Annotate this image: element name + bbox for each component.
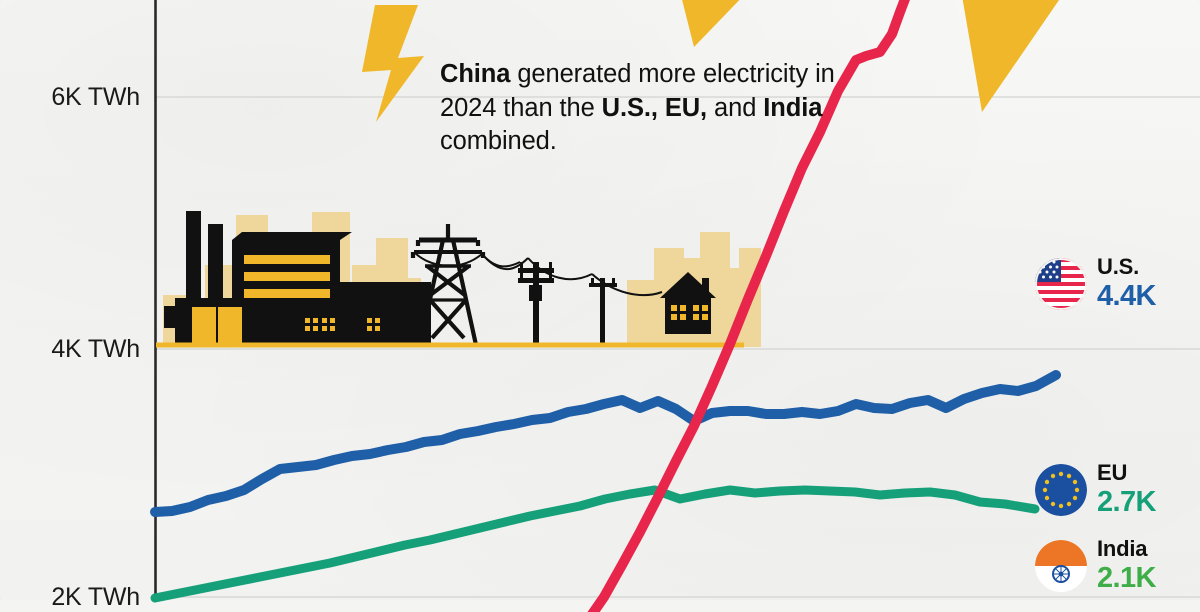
eu-flag-icon [1035,463,1087,516]
lightning-bolt-left-icon [362,5,424,122]
lightning-bolt-top-center-icon [682,0,740,47]
page-title: China generated more electricity in 2024… [440,60,835,156]
india-flag-icon [1035,539,1087,592]
transmission-tower-icon [410,224,486,346]
legend-label-us: U.S. [1097,254,1139,279]
y-tick-label-4k: 4K TWh [51,335,140,363]
legend-item-us[interactable]: U.S. 4.4K [1035,256,1156,311]
legend-item-eu[interactable]: EU 2.7K [1035,462,1156,517]
utility-pole-icon [589,278,617,346]
series-line-china [587,0,910,612]
series-line-us [150,370,1061,517]
legend-value-eu: 2.7K [1097,486,1156,518]
series-line-eu [150,485,1040,603]
legend-item-india[interactable]: India 2.1K [1035,538,1156,593]
legend-label-eu: EU [1097,460,1128,485]
legend-value-india: 2.1K [1097,562,1156,594]
y-tick-label-6k: 6K TWh [51,83,140,111]
lightning-bolt-top-right-icon [962,0,1060,112]
legend-label-india: India [1097,536,1148,561]
legend-value-us: 4.4K [1097,280,1156,312]
us-flag-icon [1035,257,1087,310]
house-windows [671,305,708,320]
utility-pole-icon [518,262,554,346]
